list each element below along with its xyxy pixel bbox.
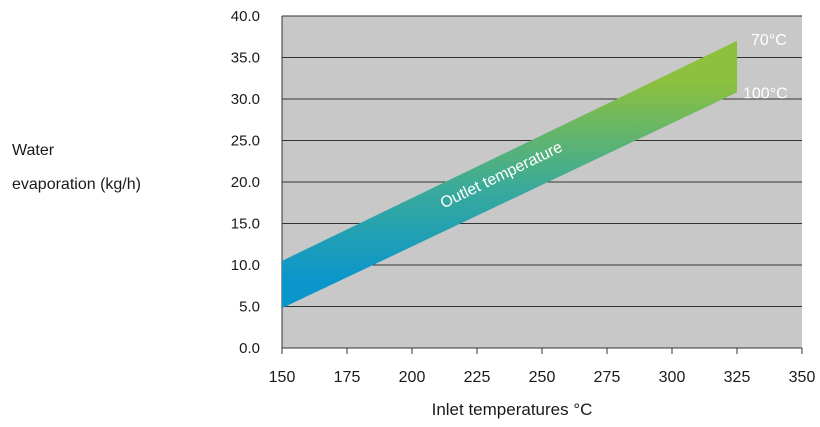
x-tick-label: 200 xyxy=(399,369,426,386)
x-tick-label: 300 xyxy=(659,369,686,386)
x-tick-label: 150 xyxy=(269,369,296,386)
outlet-temperature-band xyxy=(282,40,737,309)
x-tick-label: 325 xyxy=(724,369,751,386)
y-tick-label: 0.0 xyxy=(239,340,260,357)
x-tick-label: 175 xyxy=(334,369,361,386)
x-tick-label: 275 xyxy=(594,369,621,386)
y-tick-label: 10.0 xyxy=(231,257,260,274)
series-label-100c: 100°C xyxy=(743,85,788,102)
y-tick-label: 35.0 xyxy=(231,50,260,67)
x-tick-label: 350 xyxy=(789,369,816,386)
series-label-70c: 70°C xyxy=(751,32,787,49)
y-axis-ticks: 0.0 5.0 10.0 15.0 20.0 25.0 30.0 35.0 40.0 xyxy=(231,8,260,357)
y-tick-label: 15.0 xyxy=(231,216,260,233)
x-axis-ticks: 150 175 200 225 250 275 300 325 350 xyxy=(269,348,816,386)
x-tick-label: 250 xyxy=(529,369,556,386)
x-tick-label: 225 xyxy=(464,369,491,386)
y-axis-label-line2: evaporation (kg/h) xyxy=(12,176,141,193)
y-tick-label: 40.0 xyxy=(231,8,260,25)
y-tick-label: 5.0 xyxy=(239,299,260,316)
y-tick-label: 25.0 xyxy=(231,133,260,150)
y-axis-label-line1: Water xyxy=(12,142,55,159)
x-axis-label: Inlet temperatures °C xyxy=(431,400,593,419)
y-tick-label: 30.0 xyxy=(231,91,260,108)
y-tick-label: 20.0 xyxy=(231,174,260,191)
